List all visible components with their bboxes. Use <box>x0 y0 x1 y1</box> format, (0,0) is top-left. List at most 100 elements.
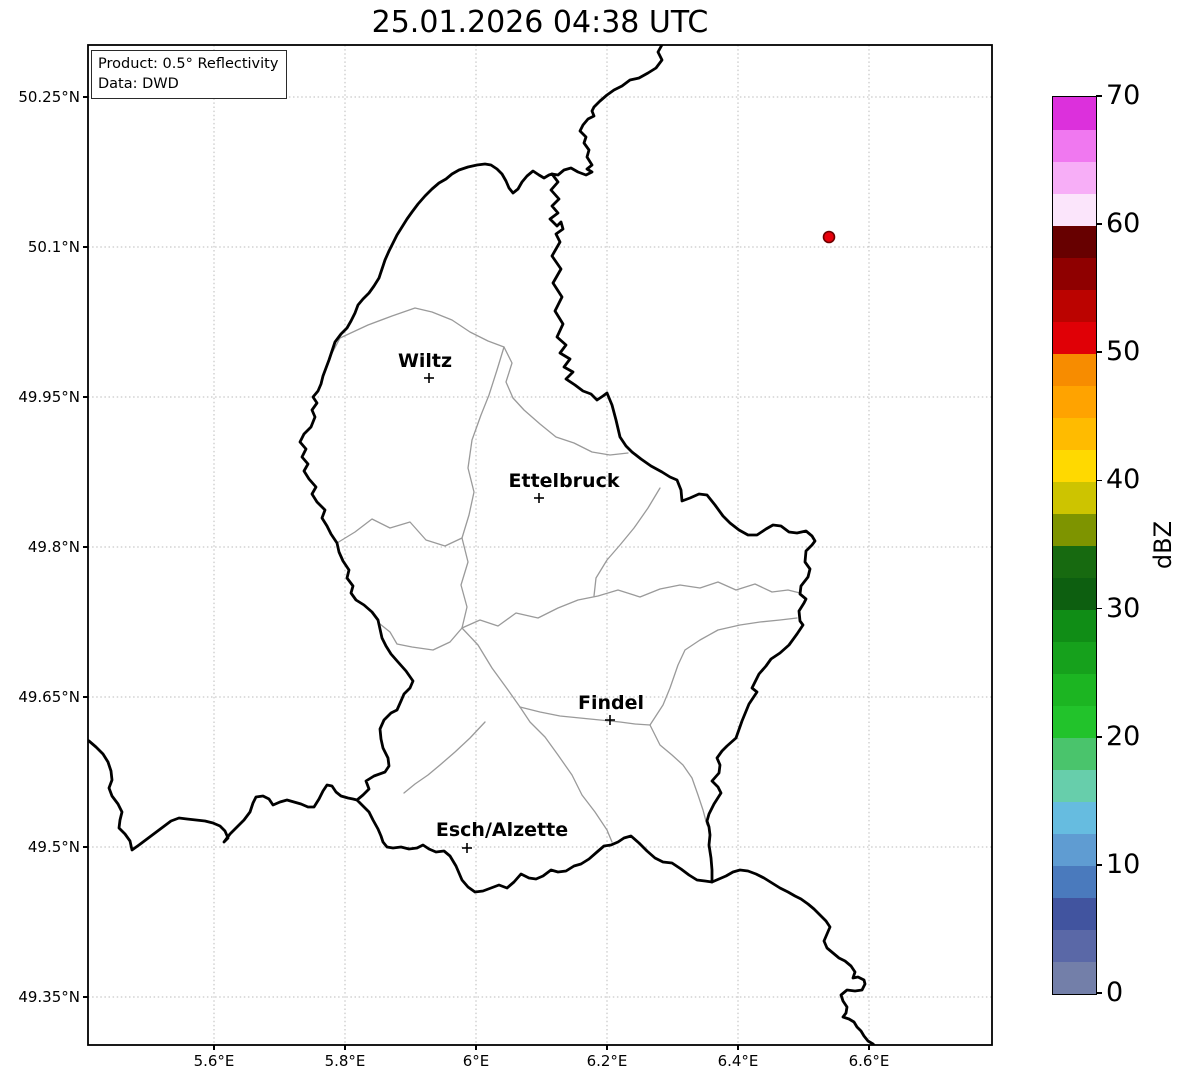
colorbar-segment <box>1053 257 1096 290</box>
colorbar-segment <box>1053 801 1096 835</box>
colorbar-tick-label: 30 <box>1106 592 1141 624</box>
colorbar-tickmark <box>1096 607 1103 610</box>
city-marker <box>605 715 615 725</box>
colorbar-tick-label: 70 <box>1106 80 1141 111</box>
colorbar-tick-label: 50 <box>1106 336 1141 368</box>
colorbar-tick-label: 40 <box>1106 464 1141 496</box>
y-axis-tick-label: 49.65°N <box>18 688 80 706</box>
x-axis-tick-label: 6.4°E <box>717 1052 759 1070</box>
city-label-ettelbruck: Ettelbruck <box>508 470 620 492</box>
y-axis-tickmark <box>83 846 88 848</box>
colorbar-segment <box>1053 449 1096 482</box>
colorbar-tick-label: 20 <box>1106 720 1141 752</box>
colorbar-segment <box>1053 961 1096 995</box>
y-axis-tick-label: 50.25°N <box>18 88 80 106</box>
colorbar-segment <box>1053 897 1096 931</box>
x-axis-tickmark <box>737 1045 739 1050</box>
canton-boundary-line <box>460 346 505 629</box>
canton-boundary-line <box>519 706 651 726</box>
colorbar-tickmark <box>1096 735 1103 738</box>
colorbar-segment <box>1053 97 1096 130</box>
x-axis-tick-label: 6.2°E <box>586 1052 628 1070</box>
colorbar-tickmark <box>1096 479 1103 482</box>
colorbar-tickmark <box>1096 351 1103 354</box>
x-axis-tickmark <box>475 1045 477 1050</box>
colorbar-tick-label: 60 <box>1106 208 1141 240</box>
city-marker <box>462 843 472 853</box>
x-axis-tickmark <box>606 1045 608 1050</box>
colorbar-segment <box>1053 129 1096 162</box>
y-axis-tick-label: 49.5°N <box>27 838 80 856</box>
x-axis-tick-label: 6°E <box>462 1052 490 1070</box>
canton-boundary-line <box>403 721 486 794</box>
city-marker <box>534 493 544 503</box>
colorbar-segment <box>1053 289 1096 322</box>
colorbar-segment <box>1053 225 1096 258</box>
canton-boundary-line <box>336 518 463 547</box>
colorbar-segment <box>1053 193 1096 226</box>
city-label-esch-alzette: Esch/Alzette <box>435 819 569 841</box>
canton-boundary-line <box>649 724 708 826</box>
x-axis-tick-label: 5.8°E <box>324 1052 366 1070</box>
canton-boundary-line <box>512 397 629 456</box>
colorbar-segment <box>1053 577 1096 611</box>
colorbar-tickmark <box>1096 95 1103 97</box>
neighbor-border-line <box>710 868 876 1045</box>
colorbar-segment <box>1053 417 1096 450</box>
colorbar-segment <box>1053 321 1096 354</box>
map-layers <box>88 45 992 1045</box>
radar-echo-point <box>822 230 836 244</box>
product-info-line2: Data: DWD <box>98 76 179 92</box>
x-axis-tickmark <box>868 1045 870 1050</box>
colorbar-segment <box>1053 161 1096 194</box>
colorbar-segment <box>1053 385 1096 418</box>
neighbor-border-line <box>88 738 359 852</box>
canton-boundary-line <box>461 581 801 629</box>
x-axis-tickmark <box>344 1045 346 1050</box>
colorbar-segment <box>1053 641 1096 675</box>
colorbar-segment <box>1053 545 1096 579</box>
colorbar <box>1052 96 1097 995</box>
plot-frame <box>87 44 993 1046</box>
colorbar-segment <box>1053 609 1096 643</box>
colorbar-tick-label: 0 <box>1106 977 1124 1008</box>
city-marker <box>424 373 434 383</box>
canton-boundary-line <box>593 487 661 597</box>
y-axis-tickmark <box>83 396 88 398</box>
colorbar-segment <box>1053 865 1096 899</box>
y-axis-tick-label: 49.35°N <box>18 988 80 1006</box>
colorbar-segment <box>1053 769 1096 803</box>
colorbar-segment <box>1053 353 1096 386</box>
colorbar-segment <box>1053 481 1096 514</box>
colorbar-tickmark <box>1096 992 1103 994</box>
canton-boundary-line <box>379 623 463 651</box>
y-axis-tickmark <box>83 96 88 98</box>
y-axis-tickmark <box>83 546 88 548</box>
colorbar-segment <box>1053 737 1096 771</box>
x-axis-tick-label: 6.6°E <box>848 1052 890 1070</box>
canton-boundary-line <box>649 617 798 726</box>
y-axis-tickmark <box>83 696 88 698</box>
colorbar-tickmark <box>1096 864 1103 866</box>
y-axis-tick-label: 50.1°N <box>27 238 80 256</box>
city-label-wiltz: Wiltz <box>397 350 453 372</box>
product-info-box: Product: 0.5° Reflectivity Data: DWD <box>91 50 288 99</box>
colorbar-segment <box>1053 513 1096 546</box>
y-axis-tickmark <box>83 996 88 998</box>
canton-boundary-line <box>328 307 514 399</box>
canton-boundary-line <box>461 627 613 843</box>
colorbar-segment <box>1053 929 1096 963</box>
x-axis-tickmark <box>213 1045 215 1050</box>
colorbar-segment <box>1053 705 1096 739</box>
y-axis-tick-label: 49.8°N <box>27 538 80 556</box>
city-label-findel: Findel <box>577 692 645 714</box>
x-axis-tick-label: 5.6°E <box>193 1052 235 1070</box>
colorbar-axis-label: dBZ <box>1149 520 1177 570</box>
colorbar-segment <box>1053 833 1096 867</box>
colorbar-tick-label: 10 <box>1106 848 1141 880</box>
y-axis-tick-label: 49.95°N <box>18 388 80 406</box>
colorbar-segment <box>1053 673 1096 707</box>
colorbar-tickmark <box>1096 223 1103 225</box>
